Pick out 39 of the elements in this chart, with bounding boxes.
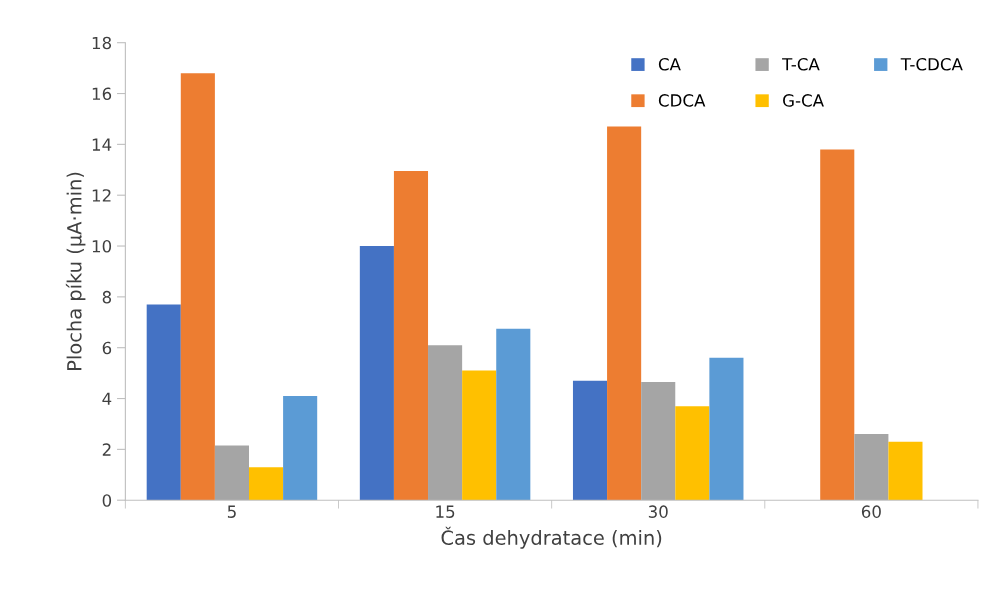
bar bbox=[283, 395, 318, 501]
y-tick-label: 16 bbox=[92, 87, 112, 101]
bar bbox=[359, 246, 394, 501]
x-tick-label: 5 bbox=[227, 505, 236, 518]
bar bbox=[180, 73, 215, 501]
legend-label: G-CA bbox=[783, 94, 824, 107]
bar bbox=[428, 345, 463, 501]
bar bbox=[496, 328, 531, 501]
x-axis-title: Čas dehydratace (min) bbox=[441, 526, 662, 549]
legend-label: CDCA bbox=[658, 94, 706, 107]
bar bbox=[854, 434, 889, 501]
legend-label: CA bbox=[658, 57, 681, 71]
bar bbox=[248, 467, 284, 501]
y-tick-label: 12 bbox=[92, 189, 111, 202]
bar bbox=[675, 406, 710, 501]
y-tick-label: 8 bbox=[102, 290, 112, 304]
bar bbox=[462, 370, 497, 501]
x-tick-label: 15 bbox=[436, 505, 455, 518]
bar bbox=[641, 382, 676, 501]
y-tick-label: 10 bbox=[92, 240, 112, 253]
y-tick-label: 2 bbox=[102, 443, 111, 456]
bar bbox=[709, 357, 744, 501]
bar bbox=[214, 445, 249, 501]
legend-label: T-CDCA bbox=[900, 57, 963, 71]
y-axis-title: Plocha píku (µA·min) bbox=[65, 172, 86, 370]
bar bbox=[572, 380, 608, 501]
y-tick-label: 0 bbox=[102, 494, 112, 507]
bar bbox=[888, 441, 923, 501]
x-tick-label: 30 bbox=[648, 505, 668, 518]
legend-label: T-CA bbox=[782, 57, 820, 71]
bar bbox=[607, 126, 642, 501]
x-tick-label: 60 bbox=[861, 505, 881, 518]
y-tick-label: 6 bbox=[102, 341, 112, 355]
bar bbox=[146, 304, 181, 501]
y-tick-label: 14 bbox=[92, 138, 112, 151]
bar bbox=[820, 149, 855, 501]
bar bbox=[393, 171, 429, 501]
y-tick-label: 18 bbox=[92, 36, 112, 50]
y-tick-label: 4 bbox=[102, 392, 112, 405]
